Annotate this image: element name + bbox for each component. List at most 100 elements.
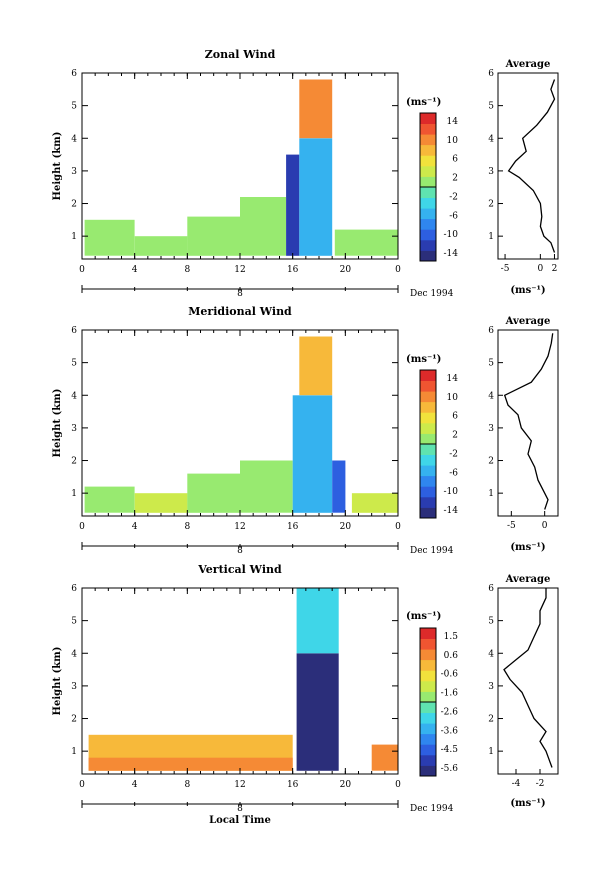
- colorbar-tick-label: 10: [447, 393, 459, 403]
- date-label: Dec 1994: [410, 546, 454, 556]
- average-title: Average: [505, 316, 551, 327]
- colorbar-tick-label: 6: [452, 155, 458, 165]
- x-tick-label: 0: [395, 522, 401, 532]
- x-tick-label: 8: [184, 780, 190, 790]
- date-label: Dec 1994: [410, 804, 454, 814]
- y-axis-label: Height (km): [52, 132, 63, 201]
- y-tick-label: 3: [71, 167, 77, 177]
- colorbar-segment: [420, 218, 436, 230]
- average-units: (ms⁻¹): [510, 285, 545, 296]
- colorbar: 1.5 0.6 -0.6 -1.6 -2.6 -3.6 -4.5 -5.6: [419, 627, 459, 777]
- avg-y-tick-label: 6: [488, 326, 494, 336]
- x-tick-label: 0: [79, 265, 85, 275]
- average-line: [503, 333, 554, 510]
- x-tick-label: 12: [234, 780, 245, 790]
- date-label: Dec 1994: [410, 289, 454, 299]
- y-tick-label: 1: [71, 232, 77, 242]
- heatmap-area: [88, 588, 398, 771]
- avg-y-tick-label: 2: [488, 457, 494, 467]
- y-tick-label: 6: [71, 326, 77, 336]
- y-tick-label: 5: [71, 102, 77, 112]
- avg-y-tick-label: 4: [488, 134, 494, 144]
- heatmap-cell: [299, 79, 333, 139]
- panel-title: Meridional Wind: [188, 305, 292, 318]
- colorbar-segment: [420, 765, 436, 777]
- y-tick-label: 1: [71, 489, 77, 499]
- colorbar-segment: [420, 134, 436, 146]
- x-tick-label: 16: [287, 265, 299, 275]
- panel-meridional-wind: Meridional Wind 1 12 23 34 45 56 6 0 4 8 12 16 20 0 …: [52, 305, 559, 556]
- colorbar-segment: [420, 380, 436, 392]
- y-tick-label: 5: [71, 359, 77, 369]
- avg-x-tick-label: -2: [536, 779, 545, 789]
- y-tick-label: 5: [71, 617, 77, 627]
- date-marker: 8: [237, 289, 243, 299]
- colorbar-units: (ms⁻¹): [406, 354, 441, 365]
- colorbar-tick-label: -2.6: [441, 707, 459, 717]
- x-tick-label: 8: [184, 265, 190, 275]
- x-tick-label: 16: [287, 780, 299, 790]
- y-tick-label: 4: [71, 391, 77, 401]
- panel-vertical-wind: Vertical Wind 1 12 23 34 45 56 6 0 4 8 12 16 20 0 He…: [52, 563, 559, 826]
- y-tick-label: 6: [71, 584, 77, 594]
- x-tick-label: 16: [287, 522, 299, 532]
- colorbar-tick-label: 1.5: [444, 632, 459, 642]
- colorbar: 14 10 6 2 -2 -6 -10 -14: [419, 112, 459, 262]
- colorbar-tick-label: 14: [447, 117, 459, 127]
- avg-y-tick-label: 6: [488, 584, 494, 594]
- colorbar-tick-label: -6: [449, 211, 458, 221]
- heatmap-cell: [187, 473, 240, 513]
- heatmap-cell: [371, 744, 398, 771]
- colorbar-segment: [420, 208, 436, 220]
- x-tick-label: 0: [395, 265, 401, 275]
- date-bar: 8 Dec 1994: [81, 285, 454, 299]
- avg-y-tick-label: 2: [488, 715, 494, 725]
- average-profile: Average -5 0 (ms⁻¹): [497, 316, 559, 553]
- y-tick-label: 3: [71, 682, 77, 692]
- average-line: [507, 79, 556, 253]
- average-units: (ms⁻¹): [510, 542, 545, 553]
- heatmap-area: [84, 79, 398, 256]
- heatmap-cell: [296, 588, 339, 654]
- avg-y-tick-label: 4: [488, 649, 494, 659]
- average-line: [503, 588, 553, 768]
- average-units: (ms⁻¹): [510, 798, 545, 809]
- x-tick-label: 4: [132, 522, 138, 532]
- heatmap-cell: [296, 653, 339, 771]
- avg-y-tick-label: 3: [488, 167, 494, 177]
- heatmap-cell: [187, 216, 240, 256]
- average-frame: [497, 587, 559, 775]
- colorbar-segment: [420, 507, 436, 519]
- x-tick-label: 0: [79, 780, 85, 790]
- avg-x-tick-label: 0: [537, 264, 543, 274]
- y-tick-label: 2: [71, 200, 77, 210]
- colorbar-segment: [420, 638, 436, 650]
- x-axis-ticks: 0 4 8 12 16 20 0: [79, 73, 401, 291]
- colorbar-segment: [420, 712, 436, 724]
- x-tick-label: 12: [234, 522, 245, 532]
- colorbar-tick-label: 2: [452, 431, 458, 441]
- average-title: Average: [505, 59, 551, 70]
- x-tick-label: 0: [395, 780, 401, 790]
- colorbar-segment: [420, 754, 436, 766]
- colorbar-tick-label: -2: [449, 192, 458, 202]
- avg-y-tick-label: 5: [488, 359, 494, 369]
- avg-y-tick-label: 1: [488, 232, 494, 242]
- y-tick-label: 6: [71, 69, 77, 79]
- colorbar-segment: [420, 433, 436, 445]
- x-tick-label: 4: [132, 780, 138, 790]
- colorbar-segment: [420, 702, 436, 713]
- colorbar-tick-label: -10: [444, 487, 459, 497]
- colorbar-segment: [420, 723, 436, 735]
- colorbar-tick-label: 2: [452, 174, 458, 184]
- colorbar-tick-label: -14: [444, 506, 459, 516]
- colorbar-segment: [420, 680, 436, 692]
- heatmap-cell: [299, 138, 333, 256]
- colorbar-tick-label: -10: [444, 230, 459, 240]
- colorbar-tick-label: 0.6: [444, 651, 459, 661]
- colorbar-segment: [420, 401, 436, 413]
- date-marker: 8: [237, 804, 243, 814]
- colorbar-segment: [420, 229, 436, 241]
- avg-y-tick-label: 4: [488, 391, 494, 401]
- avg-y-tick-label: 1: [488, 489, 494, 499]
